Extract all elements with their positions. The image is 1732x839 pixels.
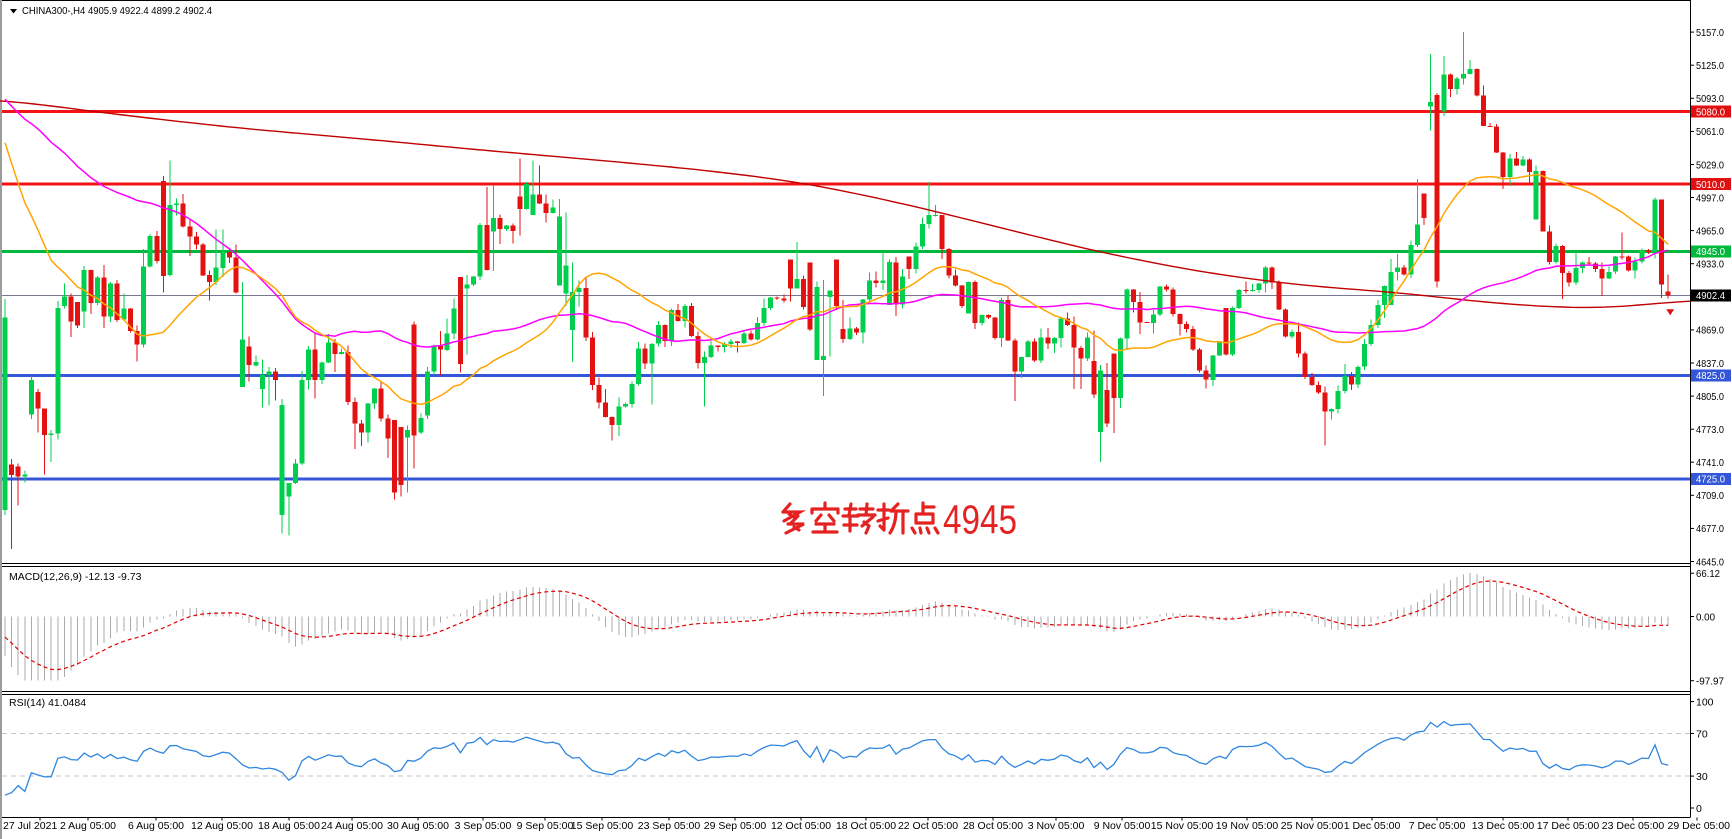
svg-text:70: 70 bbox=[1696, 728, 1708, 740]
svg-text:4709.0: 4709.0 bbox=[1696, 490, 1724, 502]
svg-text:29 Dec 05:00: 29 Dec 05:00 bbox=[1668, 820, 1731, 832]
svg-text:23 Sep 05:00: 23 Sep 05:00 bbox=[638, 820, 701, 832]
svg-text:4825.0: 4825.0 bbox=[1696, 370, 1725, 382]
svg-text:4869.0: 4869.0 bbox=[1696, 325, 1724, 337]
svg-text:25 Nov 05:00: 25 Nov 05:00 bbox=[1281, 820, 1344, 832]
svg-text:15 Nov 05:00: 15 Nov 05:00 bbox=[1151, 820, 1214, 832]
svg-text:0.00: 0.00 bbox=[1696, 611, 1715, 623]
svg-text:1 Dec 05:00: 1 Dec 05:00 bbox=[1344, 820, 1401, 832]
svg-text:12 Aug 05:00: 12 Aug 05:00 bbox=[191, 820, 253, 832]
svg-text:4902.4: 4902.4 bbox=[1696, 290, 1725, 302]
svg-text:27 Jul 2021: 27 Jul 2021 bbox=[3, 820, 57, 832]
svg-text:5125.0: 5125.0 bbox=[1696, 60, 1724, 72]
svg-text:4837.0: 4837.0 bbox=[1696, 358, 1724, 370]
svg-text:7 Dec 05:00: 7 Dec 05:00 bbox=[1409, 820, 1466, 832]
svg-text:RSI(14) 41.0484: RSI(14) 41.0484 bbox=[9, 697, 86, 709]
svg-text:23 Dec 05:00: 23 Dec 05:00 bbox=[1602, 820, 1665, 832]
svg-text:5029.0: 5029.0 bbox=[1696, 159, 1724, 171]
svg-text:17 Dec 05:00: 17 Dec 05:00 bbox=[1537, 820, 1600, 832]
svg-text:5157.0: 5157.0 bbox=[1696, 27, 1724, 39]
svg-text:0: 0 bbox=[1696, 803, 1702, 815]
svg-text:4805.0: 4805.0 bbox=[1696, 391, 1724, 403]
svg-text:15 Sep 05:00: 15 Sep 05:00 bbox=[571, 820, 634, 832]
svg-text:-97.97: -97.97 bbox=[1696, 676, 1724, 688]
svg-text:100: 100 bbox=[1696, 696, 1714, 708]
svg-text:4965.0: 4965.0 bbox=[1696, 225, 1724, 237]
svg-text:28 Oct 05:00: 28 Oct 05:00 bbox=[963, 820, 1023, 832]
svg-text:4741.0: 4741.0 bbox=[1696, 457, 1724, 469]
svg-text:4773.0: 4773.0 bbox=[1696, 424, 1724, 436]
svg-text:4945: 4945 bbox=[943, 497, 1017, 543]
svg-text:30 Aug 05:00: 30 Aug 05:00 bbox=[387, 820, 449, 832]
svg-text:3 Nov 05:00: 3 Nov 05:00 bbox=[1028, 820, 1085, 832]
svg-text:4725.0: 4725.0 bbox=[1696, 474, 1725, 486]
svg-text:18 Oct 05:00: 18 Oct 05:00 bbox=[836, 820, 896, 832]
svg-text:9 Sep 05:00: 9 Sep 05:00 bbox=[517, 820, 574, 832]
svg-text:4677.0: 4677.0 bbox=[1696, 523, 1724, 535]
svg-text:22 Oct 05:00: 22 Oct 05:00 bbox=[898, 820, 958, 832]
svg-text:6 Aug 05:00: 6 Aug 05:00 bbox=[128, 820, 184, 832]
svg-text:12 Oct 05:00: 12 Oct 05:00 bbox=[771, 820, 831, 832]
svg-text:24 Aug 05:00: 24 Aug 05:00 bbox=[321, 820, 383, 832]
svg-text:18 Aug 05:00: 18 Aug 05:00 bbox=[258, 820, 320, 832]
svg-text:CHINA300-,H4 4905.9 4922.4 48: CHINA300-,H4 4905.9 4922.4 4899.2 4902.4 bbox=[22, 5, 212, 17]
svg-text:5010.0: 5010.0 bbox=[1696, 179, 1725, 191]
svg-text:5080.0: 5080.0 bbox=[1696, 107, 1725, 119]
svg-text:3 Sep 05:00: 3 Sep 05:00 bbox=[455, 820, 512, 832]
svg-text:66.12: 66.12 bbox=[1696, 568, 1720, 580]
svg-text:4933.0: 4933.0 bbox=[1696, 259, 1724, 271]
svg-text:4645.0: 4645.0 bbox=[1696, 556, 1724, 568]
svg-text:30: 30 bbox=[1696, 771, 1708, 783]
svg-text:19 Nov 05:00: 19 Nov 05:00 bbox=[1216, 820, 1279, 832]
svg-text:5061.0: 5061.0 bbox=[1696, 126, 1724, 138]
svg-text:MACD(12,26,9) -12.13 -9.73: MACD(12,26,9) -12.13 -9.73 bbox=[9, 571, 142, 583]
svg-text:4945.0: 4945.0 bbox=[1696, 246, 1725, 258]
svg-text:4997.0: 4997.0 bbox=[1696, 192, 1724, 204]
svg-text:13 Dec 05:00: 13 Dec 05:00 bbox=[1472, 820, 1535, 832]
svg-text:5093.0: 5093.0 bbox=[1696, 93, 1724, 105]
svg-text:29 Sep 05:00: 29 Sep 05:00 bbox=[704, 820, 767, 832]
svg-text:2 Aug 05:00: 2 Aug 05:00 bbox=[60, 820, 116, 832]
svg-text:9 Nov 05:00: 9 Nov 05:00 bbox=[1094, 820, 1151, 832]
